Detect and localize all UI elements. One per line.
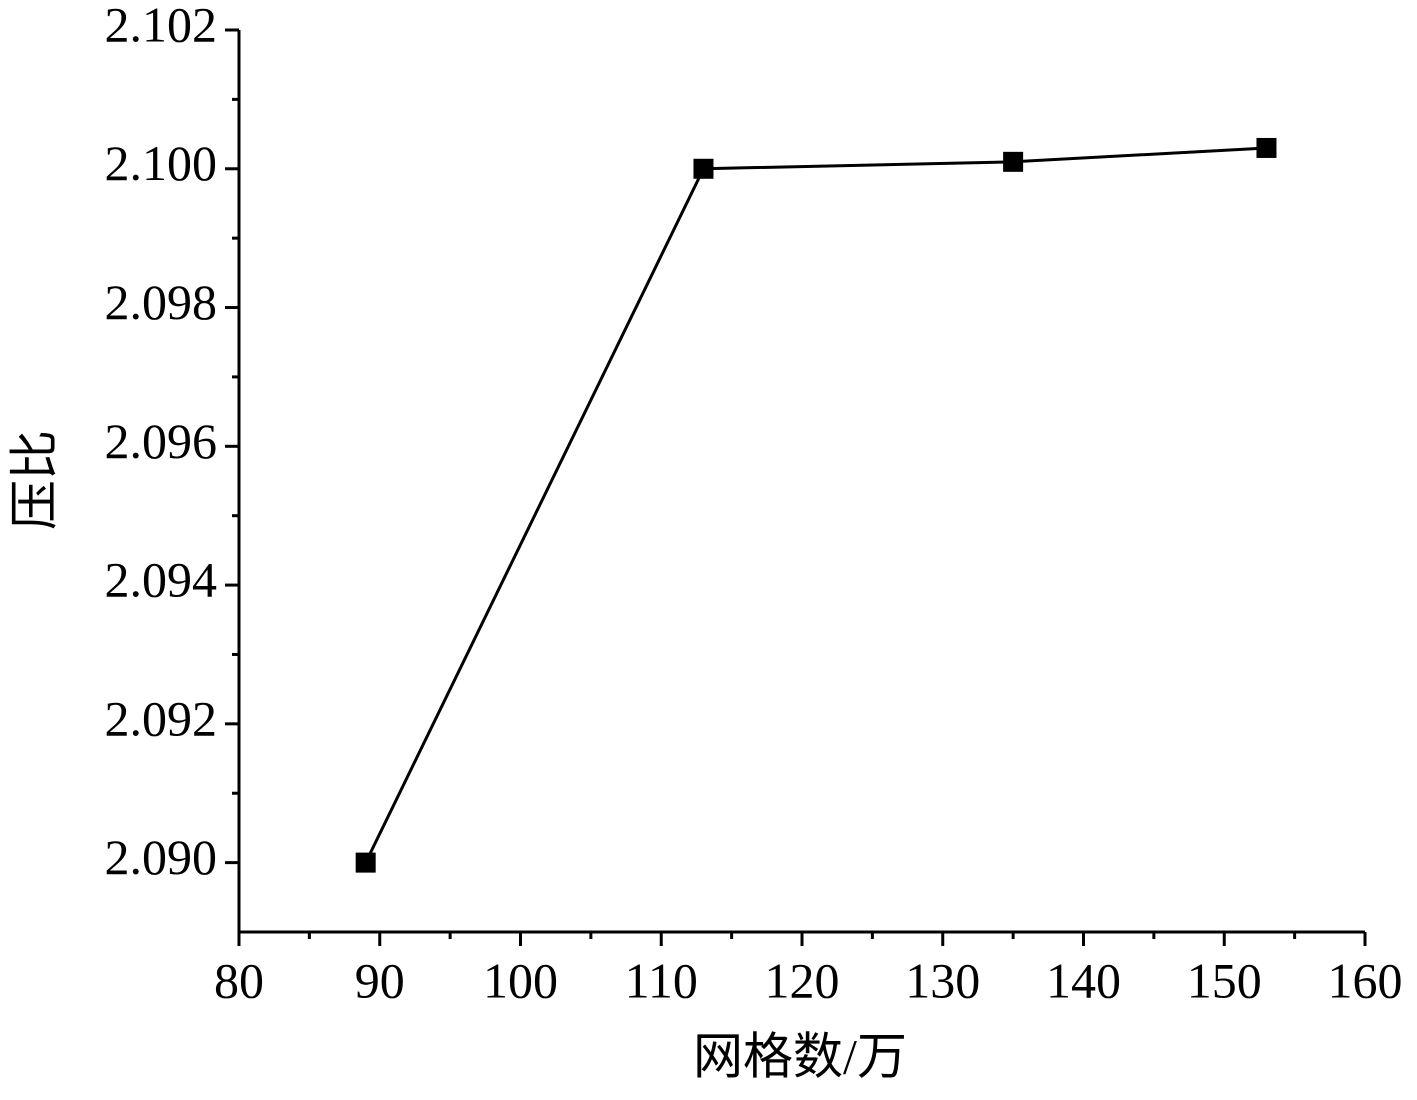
y-tick-label: 2.100: [105, 135, 218, 191]
y-tick-label: 2.096: [105, 413, 218, 469]
marker: [1256, 137, 1277, 158]
y-tick-label: 2.092: [105, 690, 218, 746]
x-tick-label: 100: [483, 952, 558, 1008]
x-tick-label: 140: [1046, 952, 1121, 1008]
marker: [693, 158, 714, 179]
y-tick-label: 2.102: [105, 0, 218, 52]
marker: [1003, 151, 1024, 172]
y-tick-label: 2.098: [105, 274, 218, 330]
y-axis-title: 压比: [6, 430, 62, 530]
y-tick-label: 2.094: [105, 552, 218, 608]
x-tick-label: 150: [1187, 952, 1262, 1008]
x-tick-label: 110: [625, 952, 698, 1008]
y-tick-label: 2.090: [105, 829, 218, 885]
x-tick-label: 90: [355, 952, 405, 1008]
x-tick-label: 160: [1328, 952, 1403, 1008]
x-tick-label: 130: [905, 952, 980, 1008]
x-tick-label: 80: [214, 952, 264, 1008]
x-axis-title: 网格数/万: [693, 1028, 907, 1084]
series-line: [364, 146, 1267, 864]
marker: [355, 852, 376, 873]
x-tick-label: 120: [765, 952, 840, 1008]
